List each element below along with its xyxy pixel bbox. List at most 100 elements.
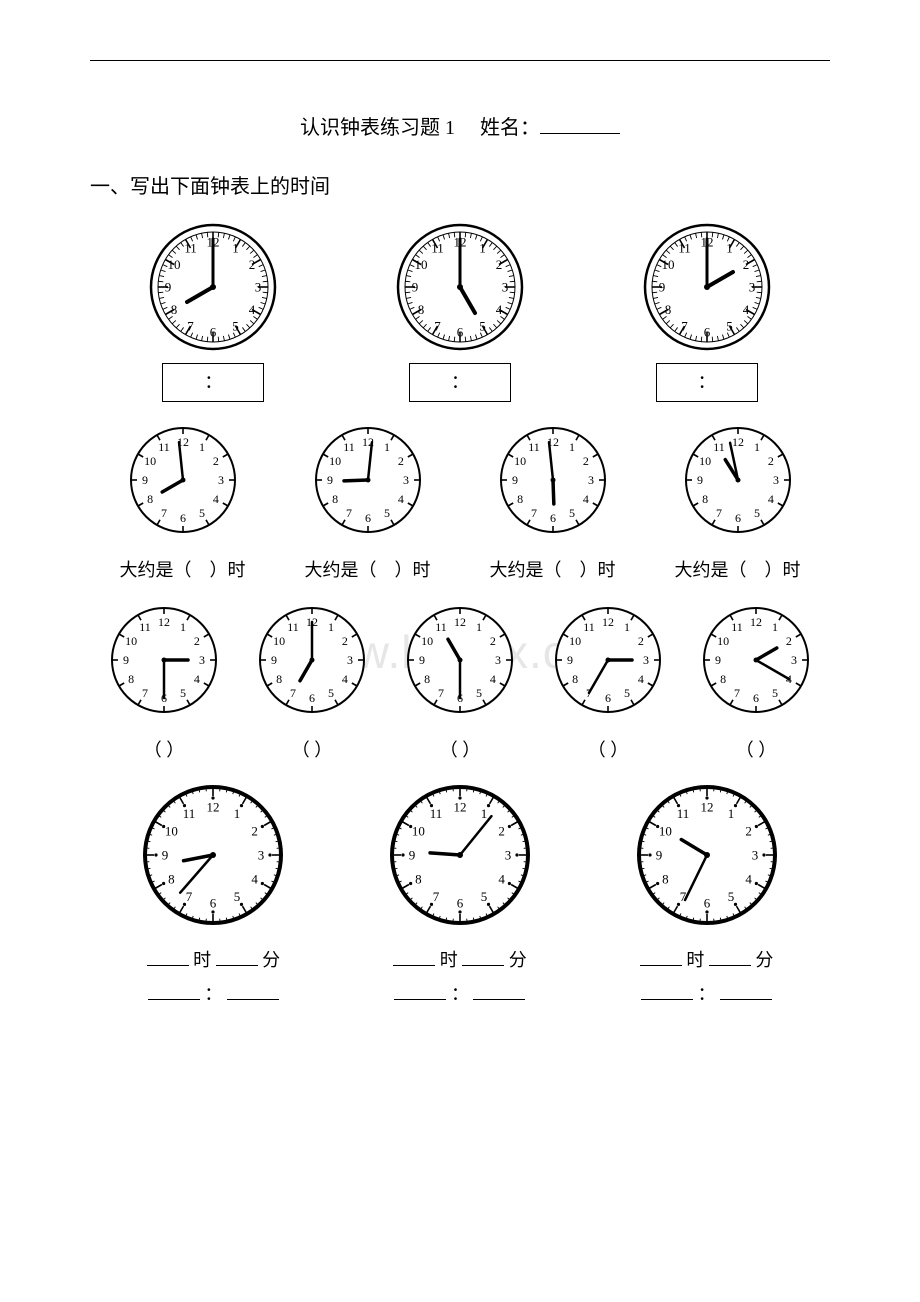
svg-text:3: 3: [199, 653, 205, 667]
svg-text:4: 4: [342, 672, 348, 686]
svg-text:5: 5: [180, 686, 186, 700]
clock-row-3: 123456789101112（ ）123456789101112（ ）1234…: [90, 600, 830, 762]
svg-text:10: 10: [514, 454, 526, 468]
svg-text:1: 1: [199, 440, 205, 454]
svg-text:4: 4: [490, 672, 496, 686]
section-1-heading: 一、写出下面钟表上的时间: [90, 170, 830, 199]
svg-text:9: 9: [162, 848, 169, 863]
clock-icon: 123456789101112: [678, 420, 798, 540]
svg-text:4: 4: [745, 872, 752, 887]
svg-text:5: 5: [772, 686, 778, 700]
time-box: ：: [409, 363, 511, 402]
svg-text:10: 10: [168, 257, 181, 272]
clock-cell: 123456789101112（ ）: [548, 600, 668, 762]
svg-text:6: 6: [550, 511, 556, 525]
colon-label: ：: [394, 980, 525, 1006]
svg-text:3: 3: [255, 280, 262, 295]
paren-label: （ ）: [588, 736, 629, 762]
svg-text:8: 8: [332, 492, 338, 506]
svg-text:9: 9: [715, 653, 721, 667]
svg-text:2: 2: [397, 454, 403, 468]
svg-text:11: 11: [676, 806, 689, 821]
svg-text:7: 7: [681, 318, 688, 333]
svg-text:4: 4: [767, 492, 773, 506]
svg-text:7: 7: [716, 506, 722, 520]
svg-text:4: 4: [397, 492, 403, 506]
svg-text:10: 10: [717, 634, 729, 648]
hm-label: 时 分: [147, 946, 281, 972]
svg-text:11: 11: [528, 440, 540, 454]
svg-text:3: 3: [218, 473, 224, 487]
paren-label: （ ）: [736, 736, 777, 762]
svg-text:10: 10: [659, 824, 672, 839]
svg-text:2: 2: [212, 454, 218, 468]
svg-text:1: 1: [481, 806, 488, 821]
svg-text:8: 8: [418, 302, 425, 317]
svg-text:1: 1: [328, 620, 334, 634]
svg-text:11: 11: [430, 806, 443, 821]
svg-text:1: 1: [727, 806, 734, 821]
clock-icon: 123456789101112: [696, 600, 816, 720]
clock-icon: 123456789101112: [104, 600, 224, 720]
svg-text:10: 10: [125, 634, 137, 648]
svg-text:2: 2: [582, 454, 588, 468]
svg-text:12: 12: [602, 615, 614, 629]
svg-text:12: 12: [207, 800, 220, 815]
clock-row-4: 123456789101112 时 分 ： 123456789101112 时 …: [90, 780, 830, 1006]
svg-text:6: 6: [605, 691, 611, 705]
svg-text:8: 8: [662, 872, 669, 887]
svg-text:11: 11: [431, 241, 444, 256]
svg-text:6: 6: [735, 511, 741, 525]
svg-text:5: 5: [569, 506, 575, 520]
svg-text:3: 3: [643, 653, 649, 667]
svg-text:2: 2: [342, 634, 348, 648]
svg-text:3: 3: [505, 848, 512, 863]
svg-text:4: 4: [498, 872, 505, 887]
svg-text:7: 7: [161, 506, 167, 520]
svg-text:3: 3: [748, 280, 755, 295]
svg-text:3: 3: [502, 280, 509, 295]
paren-label: （ ）: [144, 736, 185, 762]
clock-cell: 123456789101112大约是（ ）时: [490, 420, 616, 582]
svg-text:8: 8: [128, 672, 134, 686]
svg-text:11: 11: [583, 620, 595, 634]
worksheet-page: 认识钟表练习题 1 姓名： 一、写出下面钟表上的时间 www.bdocx.com…: [0, 0, 920, 1084]
name-blank: [540, 113, 620, 134]
svg-text:2: 2: [786, 634, 792, 648]
svg-text:11: 11: [183, 806, 196, 821]
time-box: ：: [656, 363, 758, 402]
svg-text:8: 8: [424, 672, 430, 686]
svg-text:5: 5: [727, 889, 734, 904]
svg-text:4: 4: [249, 302, 256, 317]
svg-text:8: 8: [169, 872, 176, 887]
approx-label: 大约是（ ）时: [305, 556, 431, 582]
svg-text:7: 7: [433, 889, 440, 904]
clock-icon: 123456789101112: [143, 217, 283, 357]
time-box: ：: [162, 363, 264, 402]
svg-text:2: 2: [745, 824, 752, 839]
clock-icon: 123456789101112: [138, 780, 288, 930]
clock-row-2: 123456789101112大约是（ ）时123456789101112大约是…: [90, 420, 830, 582]
svg-text:1: 1: [384, 440, 390, 454]
svg-text:1: 1: [726, 241, 733, 256]
svg-text:7: 7: [290, 686, 296, 700]
svg-text:1: 1: [754, 440, 760, 454]
svg-text:10: 10: [415, 257, 428, 272]
svg-text:9: 9: [412, 280, 419, 295]
svg-text:2: 2: [638, 634, 644, 648]
svg-text:3: 3: [791, 653, 797, 667]
svg-text:6: 6: [210, 896, 217, 911]
svg-text:5: 5: [233, 318, 240, 333]
svg-text:11: 11: [185, 241, 198, 256]
svg-text:5: 5: [384, 506, 390, 520]
svg-text:6: 6: [457, 325, 464, 340]
svg-text:3: 3: [403, 473, 409, 487]
clock-cell: 123456789101112大约是（ ）时: [305, 420, 431, 582]
svg-text:1: 1: [233, 241, 240, 256]
svg-text:9: 9: [697, 473, 703, 487]
svg-text:8: 8: [664, 302, 671, 317]
svg-text:9: 9: [512, 473, 518, 487]
svg-text:7: 7: [142, 686, 148, 700]
svg-text:11: 11: [713, 440, 725, 454]
clock-icon: 123456789101112: [548, 600, 668, 720]
